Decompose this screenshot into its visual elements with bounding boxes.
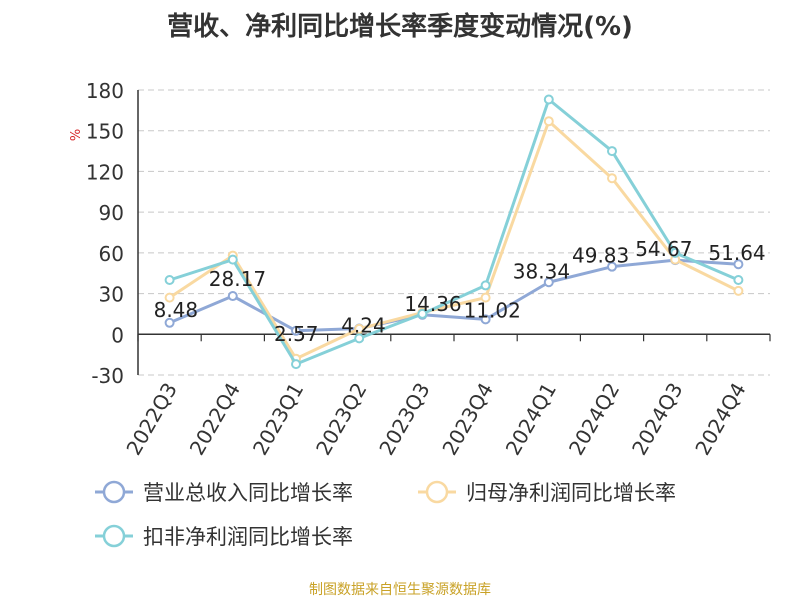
series-2-point	[354, 323, 365, 334]
y-tick-label: 90	[99, 201, 124, 225]
series-1-point	[480, 314, 491, 325]
series-3-point	[354, 333, 365, 344]
data-label: 14.36	[404, 292, 461, 316]
legend-marker	[102, 480, 126, 504]
series-2-point	[733, 285, 744, 296]
chart-title: 营收、净利同比增长率季度变动情况(%)	[167, 12, 633, 42]
legend-marker	[425, 480, 449, 504]
x-tick-label: 2023Q1	[248, 379, 308, 460]
series-3-point	[417, 308, 428, 319]
data-label: 4.24	[341, 314, 386, 338]
legend-item: 扣非净利润同比增长率	[95, 524, 353, 549]
series-1-point	[543, 277, 554, 288]
y-tick-label: 180	[86, 79, 124, 103]
data-label: 38.34	[513, 259, 570, 283]
legend-item: 归母净利润同比增长率	[418, 480, 676, 505]
source-note: 制图数据来自恒生聚源数据库	[309, 582, 491, 598]
x-tick-label: 2024Q1	[501, 379, 561, 460]
series-1-point	[227, 291, 238, 302]
data-label: 8.48	[154, 298, 199, 322]
legend-marker	[102, 524, 126, 548]
series-3-point	[227, 254, 238, 265]
series-1-point	[164, 317, 175, 328]
series-3-point	[543, 94, 554, 105]
y-axis-label: %	[69, 129, 84, 141]
series-2-point	[607, 173, 617, 184]
series-3-point	[164, 275, 175, 285]
x-tick-label: 2022Q4	[185, 379, 245, 460]
series-3-point	[607, 146, 617, 157]
data-label: 49.83	[572, 244, 629, 268]
series-3-point	[733, 275, 744, 285]
series-line-2	[168, 119, 740, 361]
series-1-point	[291, 325, 301, 336]
series-1-point	[607, 261, 617, 272]
data-label: 28.17	[209, 267, 266, 291]
y-tick-label: 0	[111, 323, 124, 347]
series-2-point	[164, 292, 175, 303]
y-tick-label: -30	[91, 364, 124, 388]
x-tick-label: 2024Q4	[690, 379, 750, 460]
series-line-3	[169, 98, 739, 366]
x-tick-label: 2022Q3	[121, 379, 181, 460]
y-tick-label: 120	[86, 160, 124, 184]
series-1-point	[733, 259, 744, 270]
data-label: 11.02	[464, 298, 521, 322]
legend-label: 扣非净利润同比增长率	[143, 525, 353, 549]
x-tick-label: 2023Q2	[311, 379, 371, 460]
series-3-point	[480, 280, 491, 291]
series-2-point	[543, 116, 554, 127]
data-label: 51.64	[708, 241, 765, 265]
x-tick-label: 2024Q3	[627, 379, 687, 460]
data-label: 54.67	[635, 237, 692, 261]
series-3-point	[291, 359, 301, 370]
legend-label: 营业总收入同比增长率	[143, 481, 353, 505]
data-label: 2.57	[274, 322, 319, 346]
series-3-point	[670, 247, 681, 258]
legend-label: 归母净利润同比增长率	[466, 481, 676, 505]
x-tick-label: 2023Q3	[374, 379, 434, 460]
y-tick-label: 30	[99, 283, 124, 307]
x-tick-label: 2023Q4	[437, 379, 497, 460]
legend-item: 营业总收入同比增长率	[95, 480, 353, 505]
x-tick-label: 2024Q2	[564, 379, 624, 460]
y-tick-label: 150	[86, 120, 124, 144]
y-tick-label: 60	[99, 242, 124, 266]
series-2-point	[480, 292, 491, 303]
